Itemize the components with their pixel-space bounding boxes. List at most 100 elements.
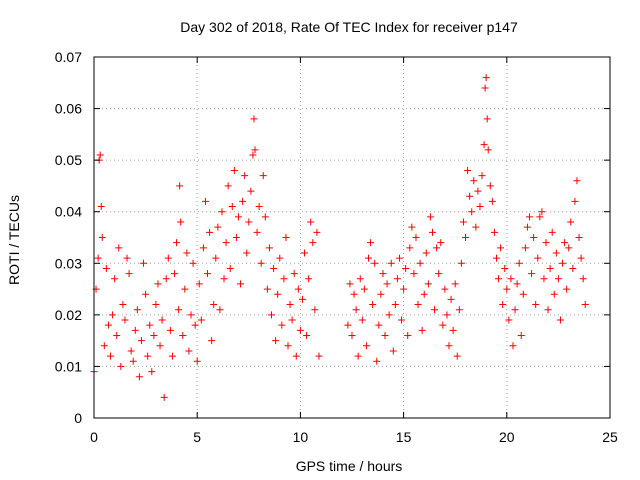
data-point [393, 275, 401, 283]
data-point [245, 218, 253, 226]
y-axis-label: ROTI / TECUs [6, 195, 22, 285]
data-point [542, 239, 550, 247]
data-point [495, 275, 503, 283]
data-point [152, 301, 160, 309]
x-tick-label: 5 [193, 429, 201, 445]
data-point [395, 254, 403, 262]
data-point [173, 239, 181, 247]
data-point [385, 311, 393, 319]
data-point [437, 239, 445, 247]
data-point [517, 331, 525, 339]
data-point [567, 218, 575, 226]
data-point [483, 115, 491, 123]
data-point [135, 373, 143, 381]
data-point [360, 285, 368, 293]
data-point [274, 290, 282, 298]
data-point [575, 234, 583, 241]
data-point [492, 254, 500, 262]
data-point [462, 234, 470, 241]
data-point [554, 275, 562, 283]
data-points [90, 74, 589, 401]
data-point [509, 342, 517, 350]
data-point [158, 316, 166, 324]
y-tick-label: 0.01 [55, 358, 82, 374]
data-point [383, 280, 391, 288]
data-point [565, 244, 573, 252]
data-point [371, 259, 379, 267]
data-point [282, 234, 290, 241]
data-point [191, 321, 199, 329]
data-point [216, 306, 224, 314]
data-point [102, 264, 110, 272]
data-point [503, 285, 511, 293]
data-point [280, 275, 288, 283]
data-point [387, 259, 395, 267]
data-point [115, 244, 123, 252]
data-point [389, 347, 397, 355]
data-point [284, 342, 292, 350]
data-point [197, 316, 205, 324]
data-point [445, 342, 453, 350]
data-point [175, 306, 183, 314]
data-point [148, 368, 156, 376]
data-point [426, 213, 434, 221]
data-point [515, 259, 523, 267]
data-point [100, 342, 108, 350]
data-point [288, 316, 296, 324]
x-axis-label: GPS time / hours [296, 458, 403, 474]
data-point [490, 228, 498, 236]
data-point [107, 352, 115, 360]
data-point [303, 331, 311, 339]
data-point [166, 326, 174, 334]
data-point [170, 270, 178, 278]
data-point [117, 362, 125, 370]
data-point [505, 316, 513, 324]
data-point [241, 172, 249, 180]
data-point [185, 347, 193, 355]
data-point [474, 187, 482, 195]
data-point [468, 208, 476, 216]
data-point [111, 275, 119, 283]
data-point [272, 337, 280, 345]
data-point [344, 321, 352, 329]
chart-title: Day 302 of 2018, Rate Of TEC Index for r… [180, 19, 518, 35]
data-point [206, 228, 214, 236]
data-point [164, 254, 172, 262]
data-point [168, 352, 176, 360]
data-point [104, 321, 112, 329]
data-point [418, 326, 426, 334]
data-point [581, 301, 589, 309]
data-point [424, 280, 432, 288]
data-point [402, 264, 410, 272]
data-point [210, 301, 218, 309]
data-point [476, 203, 484, 211]
data-point [129, 357, 137, 365]
data-point [193, 357, 201, 365]
data-point [354, 352, 362, 360]
data-point [176, 182, 184, 190]
x-tick-label: 20 [499, 429, 515, 445]
data-point [573, 177, 581, 185]
data-point [569, 264, 577, 272]
data-point [443, 311, 451, 319]
data-point [127, 347, 135, 355]
data-point [480, 141, 488, 149]
data-point [125, 270, 133, 278]
data-point [270, 264, 278, 272]
data-point [375, 321, 383, 329]
data-point [536, 213, 544, 221]
data-point [367, 239, 375, 247]
data-point [263, 285, 271, 293]
data-point [204, 270, 212, 278]
y-tick-label: 0.02 [55, 307, 82, 323]
data-point [352, 306, 360, 314]
data-point [404, 331, 412, 339]
data-point [177, 218, 185, 226]
data-point [464, 166, 472, 174]
data-point [305, 275, 313, 283]
data-point [497, 244, 505, 252]
x-tick-label: 10 [293, 429, 309, 445]
data-point [381, 331, 389, 339]
data-point [358, 316, 366, 324]
data-point [131, 326, 139, 334]
